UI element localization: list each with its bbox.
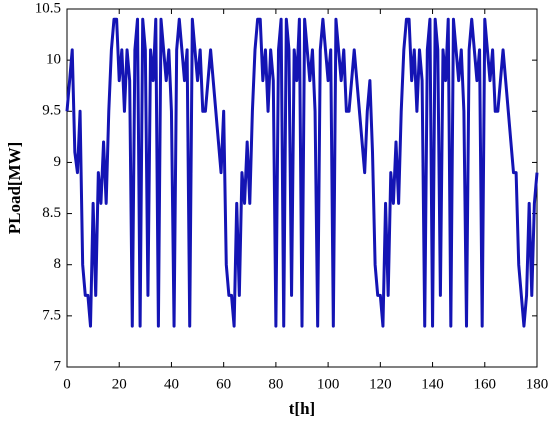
x-tick-label: 0 (63, 376, 71, 392)
y-tick-label: 7.5 (42, 307, 61, 323)
x-tick-label: 60 (216, 376, 231, 392)
y-tick-label: 10 (46, 52, 61, 68)
y-axis-label: PLoad[MW] (5, 142, 24, 235)
x-tick-label: 20 (112, 376, 127, 392)
x-tick-label: 160 (474, 376, 497, 392)
y-tick-label: 8 (54, 256, 62, 272)
y-tick-label: 9 (54, 154, 62, 170)
x-tick-label: 120 (369, 376, 392, 392)
x-tick-label: 140 (421, 376, 444, 392)
x-tick-label: 80 (268, 376, 283, 392)
x-tick-label: 40 (164, 376, 179, 392)
x-tick-label: 180 (526, 376, 549, 392)
y-tick-label: 10.5 (35, 0, 61, 16)
x-tick-label: 100 (317, 376, 340, 392)
y-tick-label: 8.5 (42, 205, 61, 221)
x-axis-label: t[h] (289, 399, 315, 418)
y-tick-label: 7 (54, 358, 62, 374)
y-tick-label: 9.5 (42, 103, 61, 119)
data-line (65, 17, 539, 328)
